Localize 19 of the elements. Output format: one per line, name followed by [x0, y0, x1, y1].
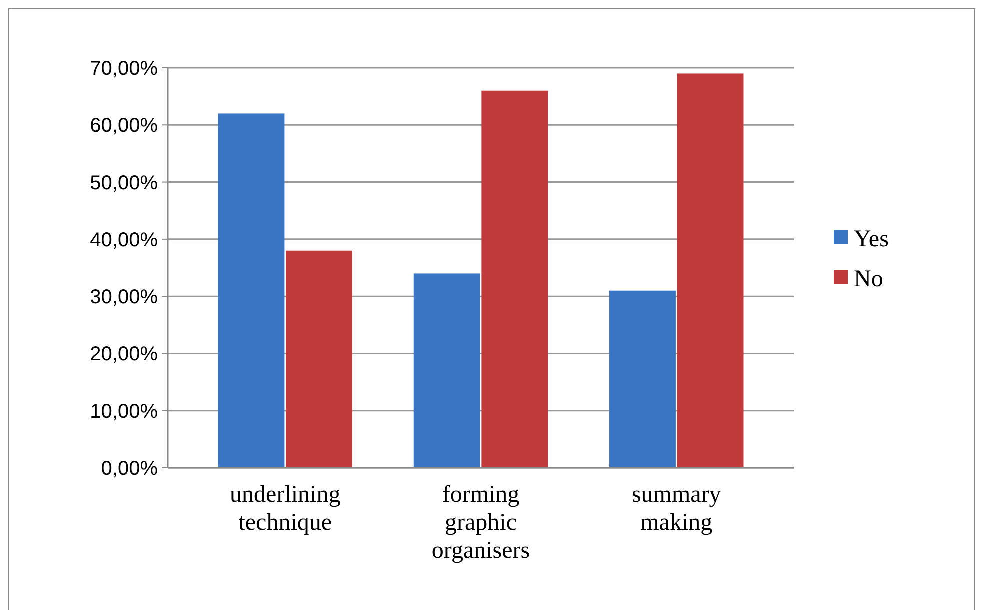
- bar: [610, 290, 676, 468]
- bar: [286, 250, 352, 468]
- y-tick-label: 0,00%: [101, 458, 158, 480]
- bar: [218, 114, 285, 468]
- y-tick-label: 40,00%: [90, 229, 158, 252]
- bar: [677, 74, 744, 468]
- y-tick-label: 60,00%: [90, 115, 158, 138]
- x-tick-label: summary making: [632, 482, 722, 536]
- legend-label: No: [854, 266, 884, 292]
- legend-label: Yes: [854, 226, 889, 252]
- y-tick-label: 70,00%: [90, 58, 158, 80]
- y-tick-label: 30,00%: [90, 286, 158, 309]
- bar: [414, 274, 480, 468]
- y-tick-label: 20,00%: [90, 344, 158, 366]
- y-tick-label: 50,00%: [90, 172, 158, 194]
- bar: [482, 90, 548, 468]
- x-tick-label: underlining technique: [230, 482, 341, 536]
- y-tick-label: 10,00%: [90, 400, 158, 423]
- x-tick-label: forming graphic organisers: [432, 482, 530, 564]
